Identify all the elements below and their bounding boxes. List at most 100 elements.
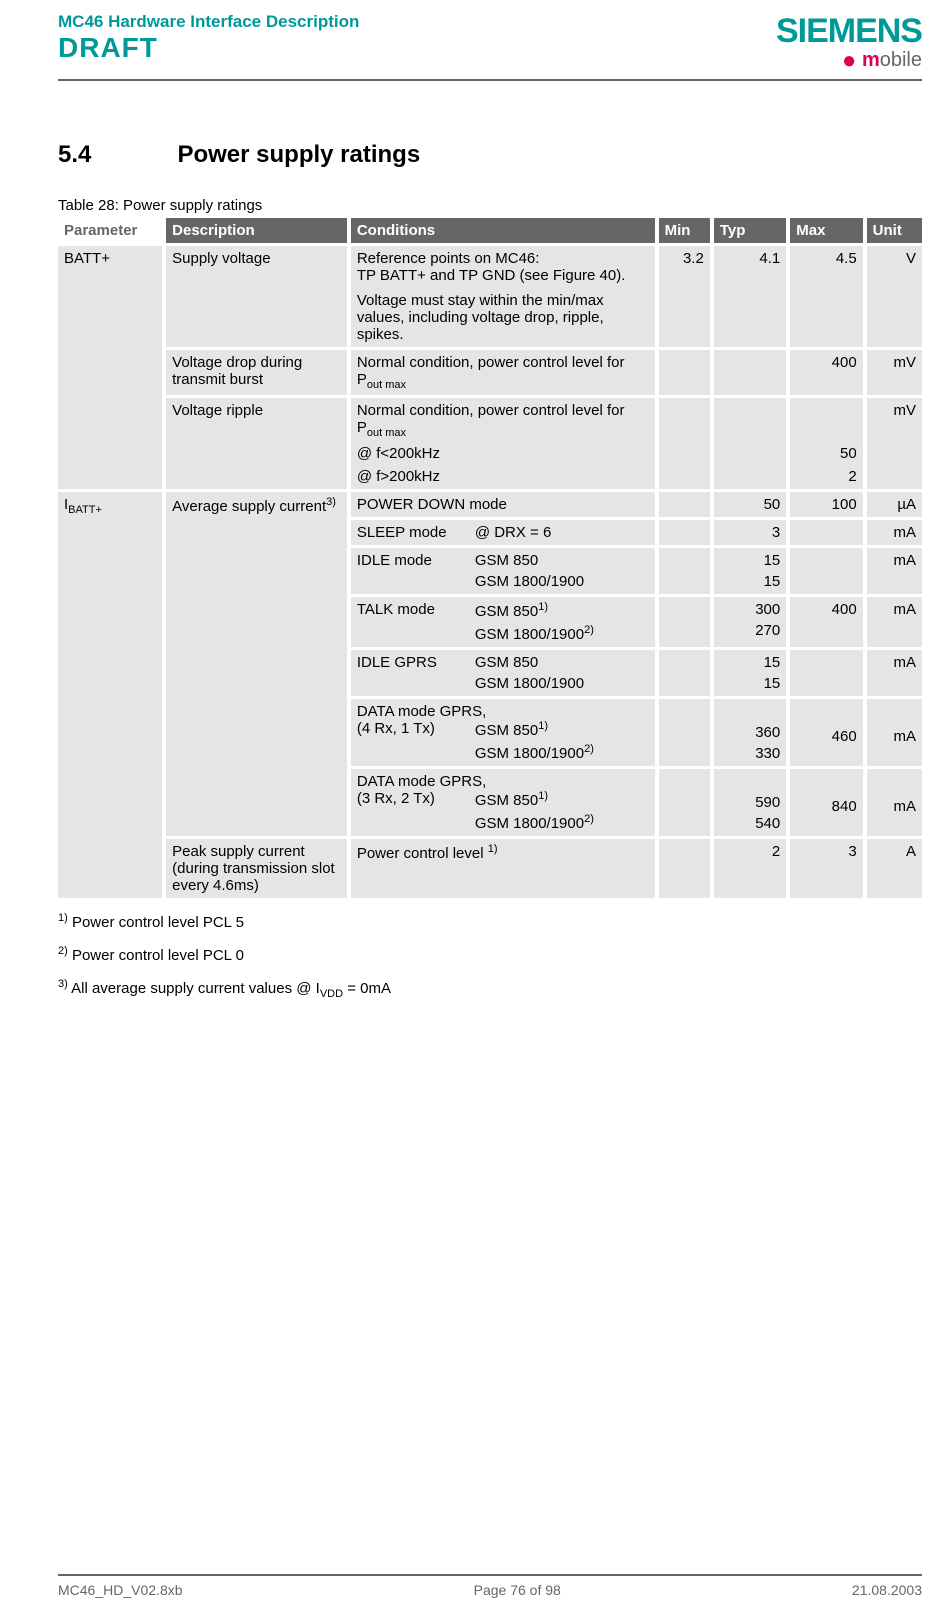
- s1: 1): [538, 720, 548, 732]
- desc-peak: Peak supply current (during transmission…: [164, 838, 349, 899]
- section-title: Power supply ratings: [177, 141, 420, 168]
- max-val: 400: [788, 596, 864, 649]
- s2: 2): [584, 624, 594, 636]
- cond-data32: DATA mode GPRS, (3 Rx, 2 Tx)GSM 8501) GS…: [349, 768, 657, 838]
- c1: GSM 850: [475, 722, 538, 739]
- unit-val: mA: [865, 547, 922, 596]
- footer-right: 21.08.2003: [852, 1582, 922, 1598]
- l2: (4 Rx, 1 Tx): [357, 720, 475, 739]
- text: Power control level PCL 5: [68, 914, 244, 931]
- v2: 15: [720, 675, 780, 692]
- s1: 1): [538, 601, 548, 613]
- max-val: [788, 519, 864, 547]
- v2: 330: [720, 745, 780, 762]
- c2: GSM 1800/1900: [357, 573, 649, 590]
- typ-val: 360330: [712, 698, 788, 768]
- table-row: Voltage drop during transmit burst Norma…: [58, 349, 922, 397]
- cond-idle-gprs: IDLE GPRSGSM 850 GSM 1800/1900: [349, 649, 657, 698]
- l1: DATA mode GPRS,: [357, 703, 649, 720]
- main-content: 5.4 Power supply ratings Table 28: Power…: [0, 81, 952, 1000]
- table-row: Voltage ripple Normal condition, power c…: [58, 397, 922, 491]
- unit-val: mA: [865, 649, 922, 698]
- mobile-tag: ● mobile: [776, 47, 922, 75]
- unit-val: mV: [865, 397, 922, 491]
- mobile-rest: obile: [880, 49, 922, 71]
- typ-val: 590540: [712, 768, 788, 838]
- cond-sub: out max: [367, 427, 406, 439]
- cond: @ DRX = 6: [475, 524, 552, 541]
- footer-left: MC46_HD_V02.8xb: [58, 1582, 183, 1598]
- cond-supply-voltage: Reference points on MC46: TP BATT+ and T…: [349, 245, 657, 349]
- cond-line2: @ f>200kHz: [357, 468, 649, 485]
- footer-mid: Page 76 of 98: [474, 1582, 561, 1598]
- max-val: 400: [788, 349, 864, 397]
- v1: 15: [720, 654, 780, 671]
- mode: IDLE GPRS: [357, 654, 475, 671]
- col-description: Description: [164, 218, 349, 245]
- unit-val: mA: [865, 768, 922, 838]
- c2: GSM 1800/1900: [357, 675, 649, 692]
- col-conditions: Conditions: [349, 218, 657, 245]
- min-val: [657, 838, 712, 899]
- v1: 360: [720, 724, 780, 741]
- unit: mA: [873, 798, 916, 815]
- sup: 1): [58, 912, 68, 924]
- typ-val: 4.1: [712, 245, 788, 349]
- sub: VDD: [320, 988, 343, 1000]
- cond-line1: @ f<200kHz: [357, 445, 649, 462]
- avg-sup: 3): [326, 496, 336, 508]
- cond-text-a: Reference points on MC46: TP BATT+ and T…: [357, 250, 649, 284]
- typ-val: [712, 349, 788, 397]
- section-heading: 5.4 Power supply ratings: [58, 141, 922, 169]
- c1: GSM 850: [475, 603, 538, 620]
- draft-label: DRAFT: [58, 32, 359, 64]
- min-val: [657, 491, 712, 519]
- avg-desc: Average supply current: [172, 498, 326, 515]
- footnote-3: 3) All average supply current values @ I…: [58, 978, 922, 1000]
- max: 840: [796, 798, 856, 815]
- max-val: 840: [788, 768, 864, 838]
- l1: DATA mode GPRS,: [357, 773, 649, 790]
- typ-val: 1515: [712, 547, 788, 596]
- s1: 1): [538, 790, 548, 802]
- unit-val: V: [865, 245, 922, 349]
- section-number: 5.4: [58, 141, 173, 169]
- cond: Power control level: [357, 845, 488, 862]
- unit-val: A: [865, 838, 922, 899]
- sup: 2): [58, 945, 68, 957]
- max-val: 100: [788, 491, 864, 519]
- post: = 0mA: [343, 980, 391, 997]
- c2: GSM 1800/1900: [475, 815, 584, 832]
- v1: 300: [720, 601, 780, 618]
- col-min: Min: [657, 218, 712, 245]
- table-row: BATT+ Supply voltage Reference points on…: [58, 245, 922, 349]
- min-val: [657, 519, 712, 547]
- table-row: Peak supply current (during transmission…: [58, 838, 922, 899]
- col-unit: Unit: [865, 218, 922, 245]
- min-val: [657, 349, 712, 397]
- max-val: 4.5: [788, 245, 864, 349]
- unit-val: mA: [865, 596, 922, 649]
- c1: GSM 850: [475, 552, 538, 569]
- v2: 15: [720, 573, 780, 590]
- desc-avg-current: Average supply current3): [164, 491, 349, 838]
- max: 460: [796, 728, 856, 745]
- desc-supply-voltage: Supply voltage: [164, 245, 349, 349]
- max-val: 460: [788, 698, 864, 768]
- cond-power-down: POWER DOWN mode: [349, 491, 657, 519]
- typ-val: 1515: [712, 649, 788, 698]
- cond-sub: out max: [367, 379, 406, 391]
- sup: 3): [58, 978, 68, 990]
- typ-val: 2: [712, 838, 788, 899]
- min-val: [657, 397, 712, 491]
- unit-val: mV: [865, 349, 922, 397]
- footnote-1: 1) Power control level PCL 5: [58, 912, 922, 931]
- cond-talk: TALK modeGSM 8501) GSM 1800/19002): [349, 596, 657, 649]
- col-typ: Typ: [712, 218, 788, 245]
- min-val: [657, 768, 712, 838]
- typ-val: 50: [712, 491, 788, 519]
- param-sub: BATT+: [68, 504, 102, 516]
- header-right: SIEMENS ● mobile: [776, 12, 922, 75]
- param-ibatt: IBATT+: [58, 491, 164, 899]
- c1: GSM 850: [475, 792, 538, 809]
